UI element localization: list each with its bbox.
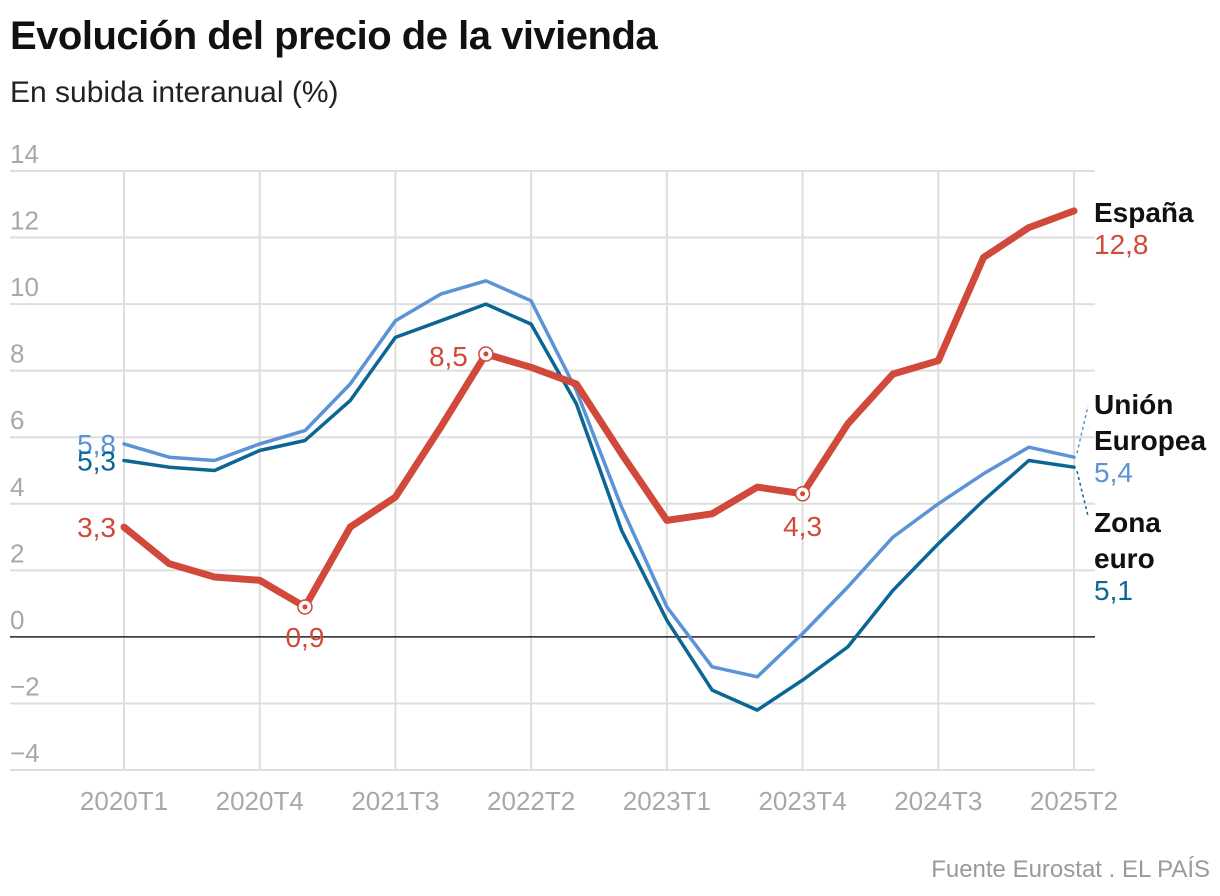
source-note: Fuente Eurostat . EL PAÍS <box>931 856 1210 883</box>
x-tick-label: 2025T2 <box>1030 786 1118 816</box>
y-tick-label: 12 <box>10 206 39 236</box>
y-tick-label: 10 <box>10 272 39 302</box>
data-label: 5,8 <box>77 429 116 460</box>
leader-line-zona-euro <box>1076 470 1089 517</box>
x-tick-label: 2024T3 <box>894 786 982 816</box>
chart-subtitle: En subida interanual (%) <box>10 76 339 109</box>
annotation-markers <box>297 346 811 615</box>
y-tick-label: 4 <box>10 472 24 502</box>
series-name-espana: España <box>1094 197 1194 228</box>
series-line-ue <box>122 279 1076 679</box>
series-name-zona-euro-line2: euro <box>1094 543 1155 574</box>
y-tick-label: 6 <box>10 405 24 435</box>
leader-lines <box>1076 405 1089 517</box>
data-label: 3,3 <box>77 512 116 543</box>
data-label: 4,3 <box>783 511 822 542</box>
series-line-zona-euro <box>122 302 1076 712</box>
data-label: 0,9 <box>285 622 324 653</box>
series-end-value-zona-euro: 5,1 <box>1094 575 1133 606</box>
series-line-espana <box>120 207 1078 611</box>
annotation-marker-dot <box>800 491 806 497</box>
series-lines <box>120 207 1078 712</box>
x-tick-label: 2021T3 <box>351 786 439 816</box>
y-tick-label: −4 <box>10 738 40 768</box>
leader-line-ue <box>1076 405 1089 454</box>
y-tick-label: −2 <box>10 671 40 701</box>
data-label: 8,5 <box>429 341 468 372</box>
x-tick-label: 2020T1 <box>80 786 168 816</box>
y-tick-label: 2 <box>10 538 24 568</box>
series-end-value-ue: 5,4 <box>1094 457 1133 488</box>
series-name-ue-line1: Unión <box>1094 389 1173 420</box>
x-tick-label: 2023T4 <box>758 786 846 816</box>
axis-ticks: −4 −2 0 2 4 6 8 10 12 14 2020T1 2020T4 2021T3 2022T2 2… <box>10 139 1118 816</box>
series-name-ue-line2: Europea <box>1094 425 1206 456</box>
grid-layer <box>10 170 1095 771</box>
y-tick-label: 14 <box>10 139 39 169</box>
chart-title: Evolución del precio de la vivienda <box>10 14 658 58</box>
annotation-marker-dot <box>302 604 308 610</box>
series-name-zona-euro-line1: Zona <box>1094 507 1161 538</box>
y-tick-label: 8 <box>10 339 24 369</box>
x-tick-label: 2020T4 <box>216 786 304 816</box>
x-tick-label: 2023T1 <box>623 786 711 816</box>
annotation-marker-dot <box>483 351 489 357</box>
x-tick-label: 2022T2 <box>487 786 575 816</box>
y-tick-label: 0 <box>10 605 24 635</box>
series-end-value-espana: 12,8 <box>1094 229 1149 260</box>
data-label: 5,3 <box>77 446 116 477</box>
